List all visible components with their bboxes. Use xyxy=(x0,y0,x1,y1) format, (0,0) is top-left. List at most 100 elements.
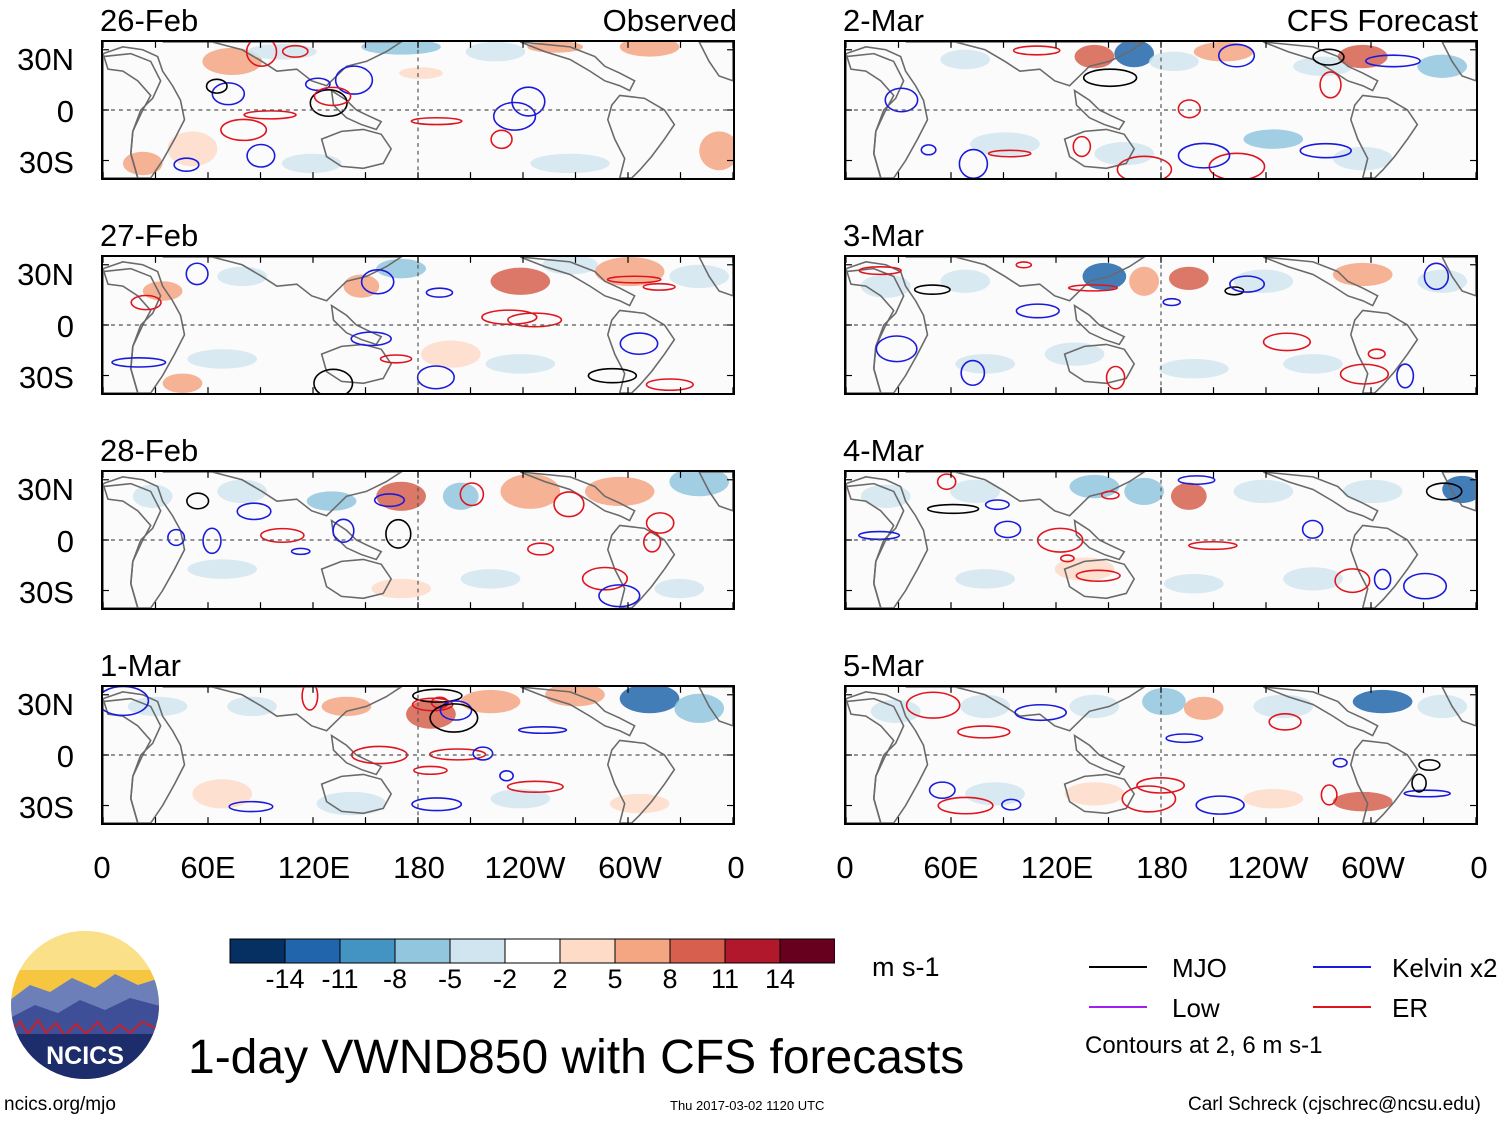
er-contour xyxy=(936,473,957,491)
vwnd-anomaly-shading xyxy=(1283,354,1343,374)
vwnd-anomaly-shading xyxy=(1417,694,1468,719)
er-contour xyxy=(281,44,309,58)
lon-label-60w: 60W xyxy=(598,850,662,885)
vwnd-anomaly-shading xyxy=(227,696,277,717)
mjo-contour xyxy=(1312,48,1345,66)
er-contour xyxy=(1177,99,1202,119)
coastline xyxy=(162,42,403,87)
map-canvas xyxy=(846,687,1476,823)
colorbar-tick-label: 11 xyxy=(710,964,740,994)
er-contour xyxy=(1116,155,1173,178)
vwnd-anomaly-shading xyxy=(1168,266,1209,291)
vwnd-anomaly-shading xyxy=(316,791,387,816)
map-panel-observed-4 xyxy=(101,685,735,825)
coastline xyxy=(1073,303,1126,346)
mjo-contour xyxy=(1224,286,1245,296)
kelvin-contour xyxy=(1301,519,1324,539)
vwnd-anomaly-shading xyxy=(955,354,1015,374)
legend-low-label: Low xyxy=(1172,993,1220,1023)
kelvin-contour xyxy=(332,518,355,544)
er-contour xyxy=(1188,540,1238,551)
vwnd-anomaly-shading xyxy=(321,696,372,717)
er-contour xyxy=(1339,363,1390,385)
lat-label-eq: 0 xyxy=(56,94,74,129)
er-contour xyxy=(1208,152,1266,178)
panel-date-observed-1: 26-Feb xyxy=(100,3,199,38)
vwnd-anomaly-shading xyxy=(1417,54,1468,78)
vwnd-anomaly-shading xyxy=(1337,44,1388,69)
vwnd-anomaly-shading xyxy=(500,473,561,509)
er-contour xyxy=(1036,527,1084,553)
vwnd-anomaly-shading xyxy=(619,687,680,714)
kelvin-contour xyxy=(884,87,919,113)
coastline xyxy=(1441,687,1476,727)
vwnd-anomaly-shading xyxy=(960,694,1010,719)
colorbar-swatch xyxy=(284,938,341,964)
vwnd-anomaly-shading xyxy=(699,131,733,171)
kelvin-contour xyxy=(960,359,986,387)
lon-label-180: 180 xyxy=(393,850,445,885)
colorbar-tick-label: -14 xyxy=(265,964,305,994)
kelvin-contour xyxy=(211,82,246,106)
coastline xyxy=(1263,687,1379,737)
lon-label-60e: 60E xyxy=(923,850,979,885)
forecast-label: CFS Forecast xyxy=(1286,3,1478,38)
er-contour xyxy=(507,312,563,328)
kelvin-contour xyxy=(511,86,546,117)
er-contour xyxy=(413,765,448,776)
coastline xyxy=(905,42,1146,87)
coastline xyxy=(330,303,383,346)
er-contour xyxy=(553,491,585,518)
er-contour xyxy=(301,687,319,711)
er-contour xyxy=(1262,332,1312,352)
kelvin-contour xyxy=(103,687,150,717)
legend-low-swatch xyxy=(1089,1006,1147,1008)
vwnd-anomaly-shading xyxy=(217,266,267,287)
lon-label-60w: 60W xyxy=(1341,850,1405,885)
vwnd-anomaly-shading xyxy=(619,42,680,57)
lat-label-eq: 0 xyxy=(56,739,74,774)
coastline xyxy=(103,52,162,178)
kelvin-contour xyxy=(1403,789,1451,798)
vwnd-anomaly-shading xyxy=(460,689,521,714)
coastline xyxy=(103,46,186,178)
lat-label-30n: 30N xyxy=(17,42,74,77)
footer-url[interactable]: ncics.org/mjo xyxy=(4,1094,116,1115)
er-contour xyxy=(645,512,675,534)
kelvin-contour xyxy=(1299,142,1352,159)
vwnd-anomaly-shading xyxy=(669,472,730,497)
mjo-contour xyxy=(412,688,463,703)
kelvin-contour xyxy=(373,493,406,508)
kelvin-contour xyxy=(290,547,311,556)
er-contour xyxy=(642,531,662,553)
map-panel-forecast-3 xyxy=(844,470,1478,610)
vwnd-anomaly-shading xyxy=(187,349,258,369)
coastline xyxy=(846,691,929,823)
er-contour xyxy=(1105,365,1126,390)
colorbar-tick-label: -2 xyxy=(492,964,517,994)
legend-kelvin-swatch xyxy=(1313,966,1371,968)
kelvin-contour xyxy=(958,148,989,178)
mjo-contour xyxy=(1082,68,1138,88)
kelvin-contour xyxy=(439,700,473,721)
kelvin-contour xyxy=(416,365,455,390)
coastline xyxy=(905,687,1146,732)
vwnd-anomaly-shading xyxy=(127,696,188,717)
vwnd-anomaly-shading xyxy=(1352,689,1413,714)
colorbar-swatch xyxy=(449,938,506,964)
mjo-contour xyxy=(1418,759,1441,771)
vwnd-anomaly-shading xyxy=(1159,359,1229,379)
kelvin-contour xyxy=(492,101,537,131)
mjo-contour xyxy=(313,368,354,393)
vwnd-anomaly-shading xyxy=(1064,782,1125,806)
coastline xyxy=(846,697,905,823)
coastline xyxy=(1441,472,1476,512)
kelvin-contour xyxy=(1217,43,1256,68)
legend-mjo-label: MJO xyxy=(1172,953,1227,983)
lon-label-120e: 120E xyxy=(277,850,351,885)
kelvin-contour xyxy=(173,157,200,172)
colorbar-tick-label: -8 xyxy=(382,964,407,994)
vwnd-anomaly-shading xyxy=(281,153,342,174)
er-contour xyxy=(1367,348,1386,360)
vwnd-anomaly-shading xyxy=(460,569,521,589)
